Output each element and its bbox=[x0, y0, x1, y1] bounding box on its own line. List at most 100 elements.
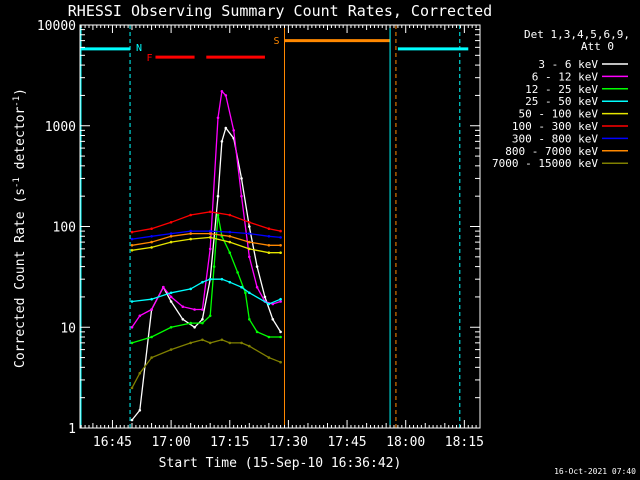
footer-timestamp: 16-Oct-2021 07:40 bbox=[554, 467, 636, 476]
x-tick-label: 17:15 bbox=[210, 435, 249, 450]
series-5-point bbox=[208, 236, 212, 239]
series-1-point bbox=[279, 330, 282, 334]
series-1-point bbox=[240, 177, 243, 180]
series-7-point bbox=[130, 237, 134, 241]
series-1-point bbox=[130, 418, 134, 422]
series-4-point bbox=[220, 277, 224, 281]
series-5-point bbox=[130, 249, 134, 252]
series-2-point bbox=[169, 295, 173, 299]
series-2-point bbox=[279, 300, 282, 303]
series-2-point bbox=[224, 94, 228, 97]
series-4-point bbox=[189, 287, 192, 291]
series-8-point bbox=[150, 240, 153, 244]
series-3-point bbox=[169, 326, 173, 329]
series-1-point bbox=[224, 126, 228, 130]
series-2-point bbox=[193, 308, 196, 311]
series-3-point bbox=[244, 291, 247, 295]
series-3-point bbox=[212, 265, 216, 268]
series-1-point bbox=[138, 409, 142, 412]
series-5-point bbox=[169, 240, 173, 244]
legend-label-2: 6 - 12 keV bbox=[532, 70, 599, 83]
x-tick-label: 17:30 bbox=[269, 435, 308, 450]
series-8-point bbox=[248, 240, 251, 244]
y-tick-label: 10000 bbox=[37, 19, 76, 34]
flag-layer: NF S bbox=[80, 25, 469, 428]
series-2-point bbox=[181, 305, 185, 309]
series-6-point bbox=[208, 210, 212, 214]
series-4-point bbox=[201, 280, 204, 284]
series-9-point bbox=[150, 356, 153, 359]
series-6-point bbox=[228, 213, 232, 217]
y-axis-label-end: ) bbox=[13, 88, 28, 96]
series-7-point bbox=[279, 236, 282, 239]
series-3-point bbox=[236, 271, 239, 274]
series-3-point bbox=[216, 213, 220, 217]
y-axis-label-main: Corrected Count Rate (s bbox=[13, 188, 28, 368]
series-2-point bbox=[220, 90, 224, 93]
series-9-point bbox=[240, 341, 243, 345]
series-line-3 bbox=[131, 214, 281, 344]
series-1-point bbox=[201, 318, 204, 321]
series-1-point bbox=[263, 295, 267, 299]
series-4-point bbox=[169, 291, 173, 295]
series-line-5 bbox=[131, 236, 281, 254]
series-1-point bbox=[216, 194, 220, 198]
chart-title: RHESSI Observing Summary Count Rates, Co… bbox=[68, 2, 492, 20]
series-9-point bbox=[279, 360, 282, 364]
series-4-point bbox=[208, 277, 212, 281]
legend-label-5: 50 - 100 keV bbox=[519, 108, 599, 121]
series-layer bbox=[130, 89, 282, 422]
series-line-6 bbox=[131, 211, 281, 233]
series-6-point bbox=[189, 213, 192, 217]
series-3-point bbox=[248, 318, 251, 321]
series-4-point bbox=[267, 302, 271, 306]
series-3-point bbox=[267, 335, 271, 339]
series-2-point bbox=[255, 285, 259, 289]
series-3-point bbox=[130, 341, 134, 345]
x-tick-label: 18:15 bbox=[445, 435, 484, 450]
x-ticks: 16:45 17:00 17:15 17:30 17:45 18:00 18:15 bbox=[80, 25, 484, 450]
series-8-point bbox=[228, 235, 232, 238]
series-2-point bbox=[201, 308, 204, 311]
series-7-point bbox=[189, 229, 192, 233]
y-tick-label: 1000 bbox=[45, 120, 76, 135]
series-2-point bbox=[150, 308, 153, 311]
series-8-point bbox=[267, 244, 271, 247]
series-8-point bbox=[279, 244, 282, 247]
series-line-2 bbox=[131, 89, 281, 328]
series-9-point bbox=[169, 348, 173, 351]
series-5-point bbox=[279, 251, 282, 254]
plot-frame bbox=[79, 24, 481, 429]
series-4-point bbox=[130, 300, 134, 303]
series-1-point bbox=[271, 318, 275, 321]
legend-label-9: 7000 - 15000 keV bbox=[492, 157, 598, 170]
series-2-point bbox=[240, 194, 243, 198]
series-8-point bbox=[130, 244, 134, 247]
series-4-point bbox=[240, 285, 243, 289]
y-ticks: 1 10 100 1000 10000 bbox=[37, 19, 480, 437]
x-tick-label: 17:00 bbox=[152, 435, 191, 450]
legend-header-1: Det 1,3,4,5,6,9, bbox=[524, 28, 630, 41]
y-axis-label-mid: detector bbox=[13, 107, 28, 178]
series-9-point bbox=[189, 341, 192, 345]
series-5-point bbox=[189, 237, 192, 241]
series-1-point bbox=[248, 225, 251, 228]
series-2-point bbox=[232, 129, 235, 132]
series-9-point bbox=[228, 341, 232, 345]
series-2-point bbox=[162, 285, 165, 289]
series-3-point bbox=[228, 251, 232, 254]
legend-label-7: 300 - 800 keV bbox=[512, 132, 598, 145]
series-2-point bbox=[138, 314, 142, 318]
series-2-point bbox=[208, 247, 212, 251]
x-tick-label: 18:00 bbox=[386, 435, 425, 450]
series-7-point bbox=[248, 232, 251, 235]
series-2-point bbox=[216, 116, 220, 120]
series-3-point bbox=[189, 321, 192, 325]
series-2-point bbox=[130, 326, 134, 329]
y-axis-label: Corrected Count Rate (s-1 detector-1) bbox=[12, 88, 28, 368]
y-tick-label: 10 bbox=[60, 321, 76, 336]
x-tick-label: 16:45 bbox=[93, 435, 132, 450]
series-7-point bbox=[267, 235, 271, 238]
legend-label-6: 100 - 300 keV bbox=[512, 120, 598, 133]
